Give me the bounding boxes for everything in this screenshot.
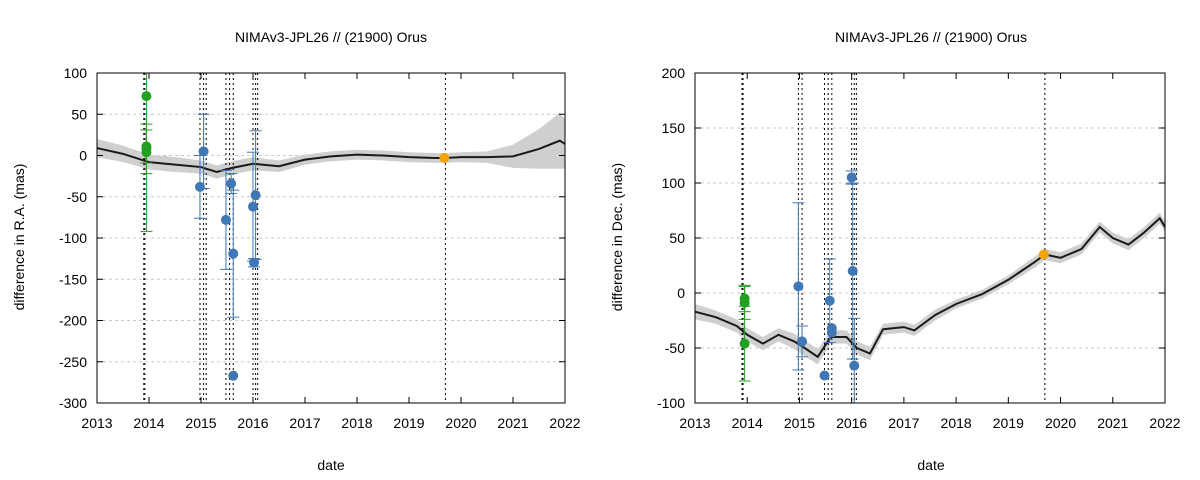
x-tick-label: 2022: [549, 415, 580, 431]
x-tick-label: 2020: [445, 415, 476, 431]
data-point: [1038, 249, 1049, 260]
data-point: [739, 338, 750, 349]
y-tick-label: -50: [665, 340, 685, 356]
x-tick-label: 2018: [941, 415, 972, 431]
y-tick-label: -200: [59, 313, 87, 329]
y-tick-label: 50: [669, 230, 685, 246]
data-point: [194, 181, 205, 192]
x-tick-label: 2013: [81, 415, 112, 431]
data-point: [847, 266, 858, 276]
x-tick-label: 2017: [289, 415, 320, 431]
y-tick-label: 100: [662, 175, 686, 191]
data-point: [846, 172, 857, 183]
y-axis-label: difference in Dec. (mas): [609, 163, 625, 311]
model-curve: [694, 216, 1166, 359]
x-axis-label: date: [317, 457, 344, 473]
y-tick-label: -300: [59, 395, 87, 411]
y-tick-label: 100: [64, 65, 88, 81]
data-point: [739, 297, 750, 308]
chart-dec: NIMAv3-JPL26 // (21900) Orus date differ…: [609, 29, 1181, 473]
data-point: [226, 178, 237, 189]
chart-title: NIMAv3-JPL26 // (21900) Orus: [235, 29, 427, 45]
y-tick-label: -250: [59, 354, 87, 370]
data-point: [249, 257, 260, 268]
data-point: [228, 248, 239, 259]
x-tick-label: 2021: [1097, 415, 1128, 431]
y-tick-label: 0: [677, 285, 685, 301]
y-tick-label: -50: [67, 189, 87, 205]
y-tick-label: -150: [59, 271, 87, 287]
data-point: [793, 281, 804, 292]
x-tick-label: 2016: [237, 415, 268, 431]
data-point: [248, 201, 258, 212]
x-tick-label: 2018: [341, 415, 372, 431]
chart-title: NIMAv3-JPL26 // (21900) Orus: [835, 29, 1027, 45]
x-tick-label: 2013: [679, 415, 710, 431]
data-point: [797, 336, 808, 347]
data-point: [826, 327, 837, 338]
uncertainty-band: [695, 212, 1165, 365]
x-tick-label: 2017: [888, 415, 919, 431]
x-tick-label: 2015: [185, 415, 216, 431]
model-curve: [96, 139, 566, 174]
y-tick-label: 150: [662, 120, 686, 136]
y-tick-label: 0: [79, 148, 87, 164]
y-axis-label: difference in R.A. (mas): [11, 164, 27, 311]
y-tick-label: 50: [71, 106, 87, 122]
x-tick-label: 2019: [393, 415, 424, 431]
uncertainty-band: [97, 112, 565, 179]
y-tick-label: -100: [657, 395, 685, 411]
data-point: [439, 152, 450, 163]
data-point: [824, 295, 835, 306]
x-tick-label: 2014: [732, 415, 763, 431]
x-axis-label: date: [917, 457, 944, 473]
x-tick-label: 2016: [836, 415, 867, 431]
y-tick-label: -100: [59, 230, 87, 246]
chart-ra: NIMAv3-JPL26 // (21900) Orus date differ…: [11, 29, 581, 473]
x-tick-label: 2019: [993, 415, 1024, 431]
data-point: [849, 360, 860, 371]
x-tick-label: 2014: [133, 415, 164, 431]
y-tick-label: 200: [662, 65, 686, 81]
data-point: [220, 214, 231, 225]
data-point: [819, 370, 830, 381]
x-tick-label: 2022: [1149, 415, 1180, 431]
x-tick-label: 2015: [784, 415, 815, 431]
x-tick-label: 2020: [1045, 415, 1076, 431]
data-point: [228, 370, 239, 381]
data-point: [198, 146, 209, 157]
data-point: [250, 190, 261, 201]
x-tick-label: 2021: [497, 415, 528, 431]
data-point: [141, 147, 152, 158]
